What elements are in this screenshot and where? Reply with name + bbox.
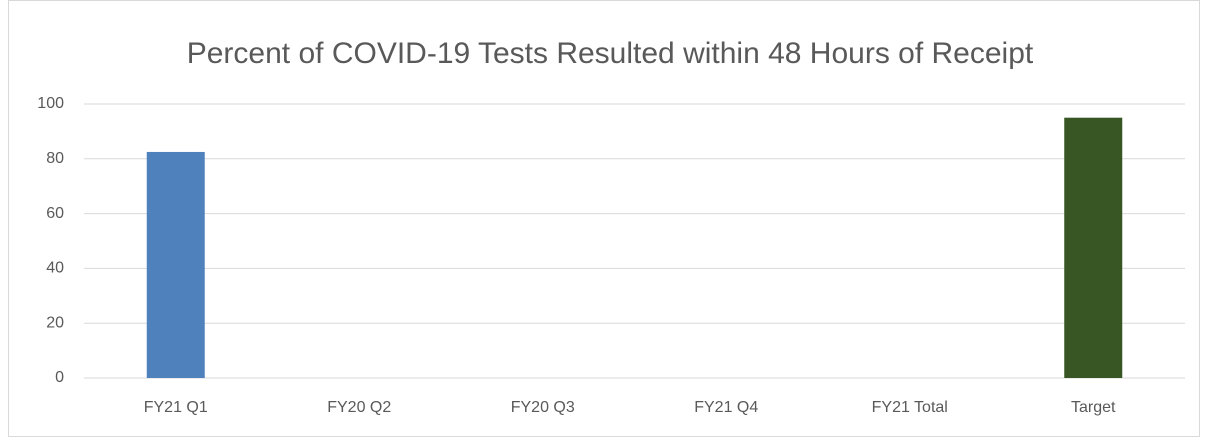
y-tick-label: 20 xyxy=(46,314,64,331)
y-tick-label: 100 xyxy=(37,95,64,112)
x-tick-label: FY21 Q4 xyxy=(694,399,758,416)
y-tick-label: 0 xyxy=(55,369,64,386)
bar xyxy=(1064,117,1123,378)
bar xyxy=(146,151,205,378)
x-tick-label: FY21 Total xyxy=(872,399,948,416)
y-tick-label: 60 xyxy=(46,205,64,222)
chart-frame xyxy=(8,0,1200,437)
y-tick-label: 80 xyxy=(46,150,64,167)
y-tick-label: 40 xyxy=(46,260,64,277)
x-tick-label: Target xyxy=(1071,399,1116,416)
x-tick-label: FY20 Q2 xyxy=(327,399,391,416)
x-tick-label: FY21 Q1 xyxy=(144,399,208,416)
chart-title: Percent of COVID-19 Tests Resulted withi… xyxy=(187,37,1034,70)
x-tick-label: FY20 Q3 xyxy=(511,399,575,416)
